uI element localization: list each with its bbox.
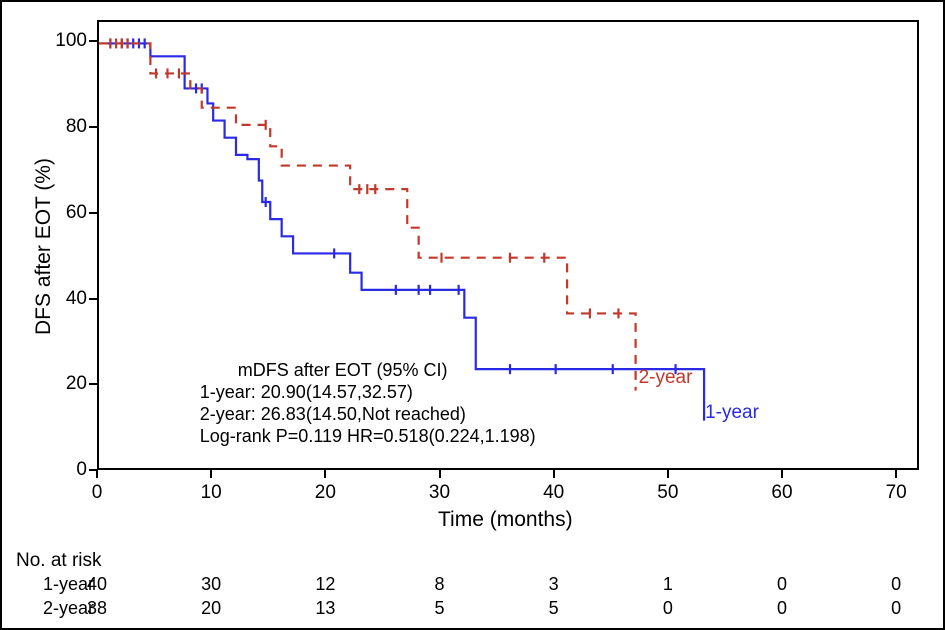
risk-cell: 40 <box>79 574 115 595</box>
x-tick-label: 40 <box>542 482 566 504</box>
risk-cell: 12 <box>307 574 343 595</box>
x-tick-label: 50 <box>656 482 680 504</box>
risk-cell: 0 <box>650 598 686 619</box>
risk-cell: 0 <box>764 598 800 619</box>
x-tick <box>439 470 441 478</box>
y-tick-label: 60 <box>47 202 87 224</box>
x-tick <box>895 470 897 478</box>
y-tick-label: 100 <box>47 30 87 52</box>
risk-cell: 20 <box>193 598 229 619</box>
y-tick <box>89 212 97 214</box>
risk-table-header: No. at risk <box>16 550 102 572</box>
figure-frame: DFS after EOT (%) Time (months) 1-year 2… <box>0 0 945 630</box>
risk-cell: 0 <box>878 598 914 619</box>
annotation-line: 1-year: 20.90(14.57,32.57) <box>200 381 536 403</box>
stats-annotation: mDFS after EOT (95% CI)1-year: 20.90(14.… <box>200 359 536 447</box>
x-tick <box>96 470 98 478</box>
series-label-1yr: 1-year <box>705 402 759 424</box>
x-tick-label: 20 <box>313 482 337 504</box>
series-label-2yr: 2-year <box>639 367 693 389</box>
annotation-line: 2-year: 26.83(14.50,Not reached) <box>200 403 536 425</box>
x-tick <box>781 470 783 478</box>
risk-cell: 0 <box>764 574 800 595</box>
annotation-line: Log-rank P=0.119 HR=0.518(0.224,1.198) <box>200 425 536 447</box>
y-tick <box>89 383 97 385</box>
y-tick-label: 0 <box>47 459 87 481</box>
y-tick <box>89 469 97 471</box>
risk-cell: 8 <box>422 574 458 595</box>
y-tick-label: 40 <box>47 288 87 310</box>
risk-cell: 1 <box>650 574 686 595</box>
risk-cell: 5 <box>536 598 572 619</box>
risk-cell: 13 <box>307 598 343 619</box>
x-axis-title: Time (months) <box>438 508 573 532</box>
risk-cell: 5 <box>422 598 458 619</box>
y-tick <box>89 40 97 42</box>
x-tick-label: 60 <box>770 482 794 504</box>
y-tick <box>89 298 97 300</box>
x-tick <box>553 470 555 478</box>
risk-cell: 0 <box>878 574 914 595</box>
risk-cell: 30 <box>193 574 229 595</box>
y-tick <box>89 126 97 128</box>
x-tick <box>667 470 669 478</box>
x-tick <box>324 470 326 478</box>
risk-cell: 3 <box>536 574 572 595</box>
x-tick <box>210 470 212 478</box>
km-line <box>99 43 636 390</box>
annotation-line: mDFS after EOT (95% CI) <box>200 359 536 381</box>
y-tick-label: 80 <box>47 116 87 138</box>
risk-cell: 38 <box>79 598 115 619</box>
x-tick-label: 30 <box>428 482 452 504</box>
x-tick-label: 10 <box>199 482 223 504</box>
x-tick-label: 0 <box>85 482 109 504</box>
y-tick-label: 20 <box>47 373 87 395</box>
x-tick-label: 70 <box>884 482 908 504</box>
